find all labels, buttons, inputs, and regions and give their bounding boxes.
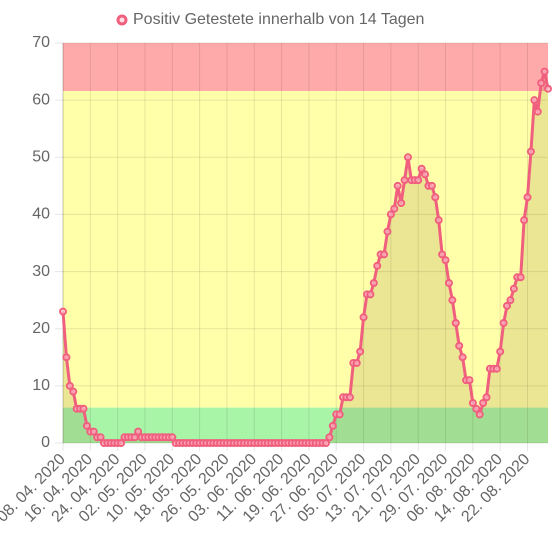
point <box>134 427 143 436</box>
point <box>89 427 98 436</box>
point <box>431 193 440 202</box>
point <box>59 307 67 316</box>
y-tick-label: 20 <box>32 320 50 337</box>
point <box>499 319 508 327</box>
point <box>369 279 378 287</box>
point <box>352 359 361 367</box>
point <box>496 347 505 356</box>
point <box>509 284 518 293</box>
legend-marker <box>116 14 128 26</box>
point <box>168 433 177 442</box>
point <box>400 176 409 185</box>
point <box>366 290 375 299</box>
point <box>492 364 501 373</box>
point <box>520 216 529 225</box>
point <box>417 164 426 173</box>
threshold-band <box>63 43 548 91</box>
point <box>356 347 365 356</box>
point <box>458 353 467 362</box>
point <box>386 210 395 219</box>
point <box>414 176 423 185</box>
point <box>82 421 91 430</box>
point <box>403 153 412 162</box>
point <box>359 313 368 322</box>
y-tick-label: 10 <box>32 377 50 394</box>
point <box>448 296 457 305</box>
point <box>421 170 430 179</box>
point <box>321 439 330 447</box>
point <box>335 410 344 419</box>
point <box>533 107 542 116</box>
point <box>380 250 389 259</box>
point <box>472 404 481 413</box>
y-tick-label: 70 <box>32 34 50 51</box>
point <box>325 433 334 442</box>
threshold-band <box>63 91 548 408</box>
legend-label: Positiv Getestete innerhalb von 14 Tagen <box>133 11 424 28</box>
point <box>434 216 443 225</box>
point <box>390 204 399 213</box>
point <box>65 381 74 390</box>
point <box>526 147 535 156</box>
point <box>537 79 546 87</box>
point <box>96 433 105 442</box>
legend-item: Positiv Getestete innerhalb von 14 Tagen <box>116 11 424 28</box>
point <box>544 84 552 93</box>
point <box>468 399 477 407</box>
point <box>475 410 484 419</box>
point <box>345 393 354 402</box>
y-tick-label: 60 <box>32 91 50 108</box>
y-tick-label: 30 <box>32 263 50 280</box>
point <box>441 256 450 265</box>
point <box>530 96 539 105</box>
point <box>503 301 512 310</box>
point <box>373 261 382 270</box>
point <box>393 181 402 190</box>
point <box>117 439 126 447</box>
point <box>383 227 392 236</box>
point <box>328 421 337 430</box>
area <box>63 71 548 443</box>
point <box>516 273 525 282</box>
y-tick-label: 50 <box>32 149 50 166</box>
point <box>465 376 474 385</box>
point <box>69 387 78 396</box>
point <box>444 279 453 287</box>
point <box>455 341 464 350</box>
point <box>523 193 532 202</box>
point <box>427 181 436 190</box>
point <box>540 67 549 76</box>
y-tick-label: 40 <box>32 206 50 223</box>
point <box>79 404 88 413</box>
point <box>482 393 491 402</box>
point <box>438 250 447 259</box>
point <box>397 199 406 207</box>
point <box>62 353 71 362</box>
point <box>479 399 488 407</box>
point <box>506 296 515 305</box>
point <box>451 319 460 327</box>
y-tick-label: 0 <box>41 434 50 451</box>
